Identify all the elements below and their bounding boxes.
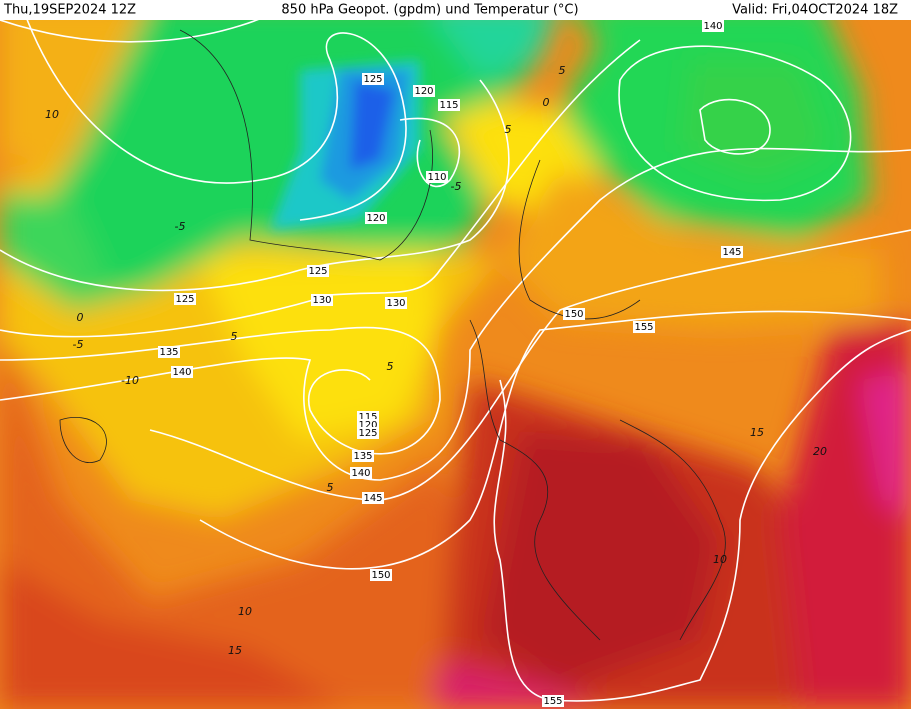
temperature-label: 20 — [813, 445, 827, 458]
geopotential-label: 155 — [543, 696, 562, 707]
geopotential-label: 135 — [159, 347, 178, 358]
geopotential-label: 120 — [358, 420, 377, 431]
label-box — [352, 450, 374, 462]
temperature-label: 15 — [228, 644, 242, 657]
label-box — [721, 246, 743, 258]
temperature-label: 10 — [238, 605, 252, 618]
label-box — [174, 293, 196, 305]
label-box — [307, 265, 329, 277]
geopotential-label: 140 — [172, 367, 191, 378]
label-box — [171, 366, 193, 378]
label-box — [365, 212, 387, 224]
coastlines — [59, 29, 726, 641]
temperature-label: 15 — [750, 426, 764, 439]
label-box — [362, 492, 384, 504]
label-box — [426, 171, 448, 183]
temperature-label: 5 — [387, 360, 394, 373]
geopotential-label: 130 — [312, 295, 331, 306]
label-box — [438, 99, 460, 111]
temperature-label: -5 — [451, 180, 462, 193]
geopotential-label: 155 — [634, 322, 653, 333]
temperature-label: 5 — [327, 481, 334, 494]
label-box — [350, 467, 372, 479]
temperature-label: 5 — [231, 330, 238, 343]
temperature-label: 10 — [45, 108, 59, 121]
label-box — [362, 73, 384, 85]
label-box — [357, 427, 379, 439]
geopotential-label: 120 — [366, 213, 385, 224]
temperature-label: 0 — [77, 311, 84, 324]
map-title: 850 hPa Geopot. (gpdm) und Temperatur (°… — [281, 3, 578, 18]
temperature-label: -10 — [121, 374, 139, 387]
geopotential-label: 145 — [363, 493, 382, 504]
temperature-label: 10 — [713, 553, 727, 566]
label-box — [158, 346, 180, 358]
geopotential-label: 115 — [439, 100, 458, 111]
label-box — [370, 569, 392, 581]
init-time: Thu,19SEP2024 12Z — [3, 3, 136, 18]
geopotential-label: 140 — [703, 21, 722, 32]
label-box — [563, 308, 585, 320]
geopotential-label: 130 — [386, 298, 405, 309]
valid-time: Valid: Fri,04OCT2024 18Z — [732, 3, 898, 18]
geopotential-label: 125 — [358, 428, 377, 439]
geopotential-label: 110 — [427, 172, 446, 183]
temperature-label: 0 — [543, 96, 550, 109]
label-box — [702, 20, 724, 32]
label-box — [311, 294, 333, 306]
temperature-label: 5 — [559, 64, 566, 77]
geopotential-label: 115 — [358, 412, 377, 423]
geopotential-label: 125 — [363, 74, 382, 85]
label-box — [385, 297, 407, 309]
geopotential-label: 145 — [722, 247, 741, 258]
label-box — [633, 321, 655, 333]
temperature-label: 5 — [505, 123, 512, 136]
geopotential-label: 125 — [308, 266, 327, 277]
temperature-label: -5 — [73, 338, 84, 351]
label-box — [542, 695, 564, 707]
temperature-label: -5 — [175, 220, 186, 233]
label-box — [413, 85, 435, 97]
geopotential-label: 125 — [175, 294, 194, 305]
geopotential-label: 140 — [351, 468, 370, 479]
geopotential-label: 150 — [564, 309, 583, 320]
geopotential-label: 150 — [371, 570, 390, 581]
geopotential-label: 120 — [414, 86, 433, 97]
header-bar — [0, 0, 911, 20]
geopotential-label: 135 — [353, 451, 372, 462]
